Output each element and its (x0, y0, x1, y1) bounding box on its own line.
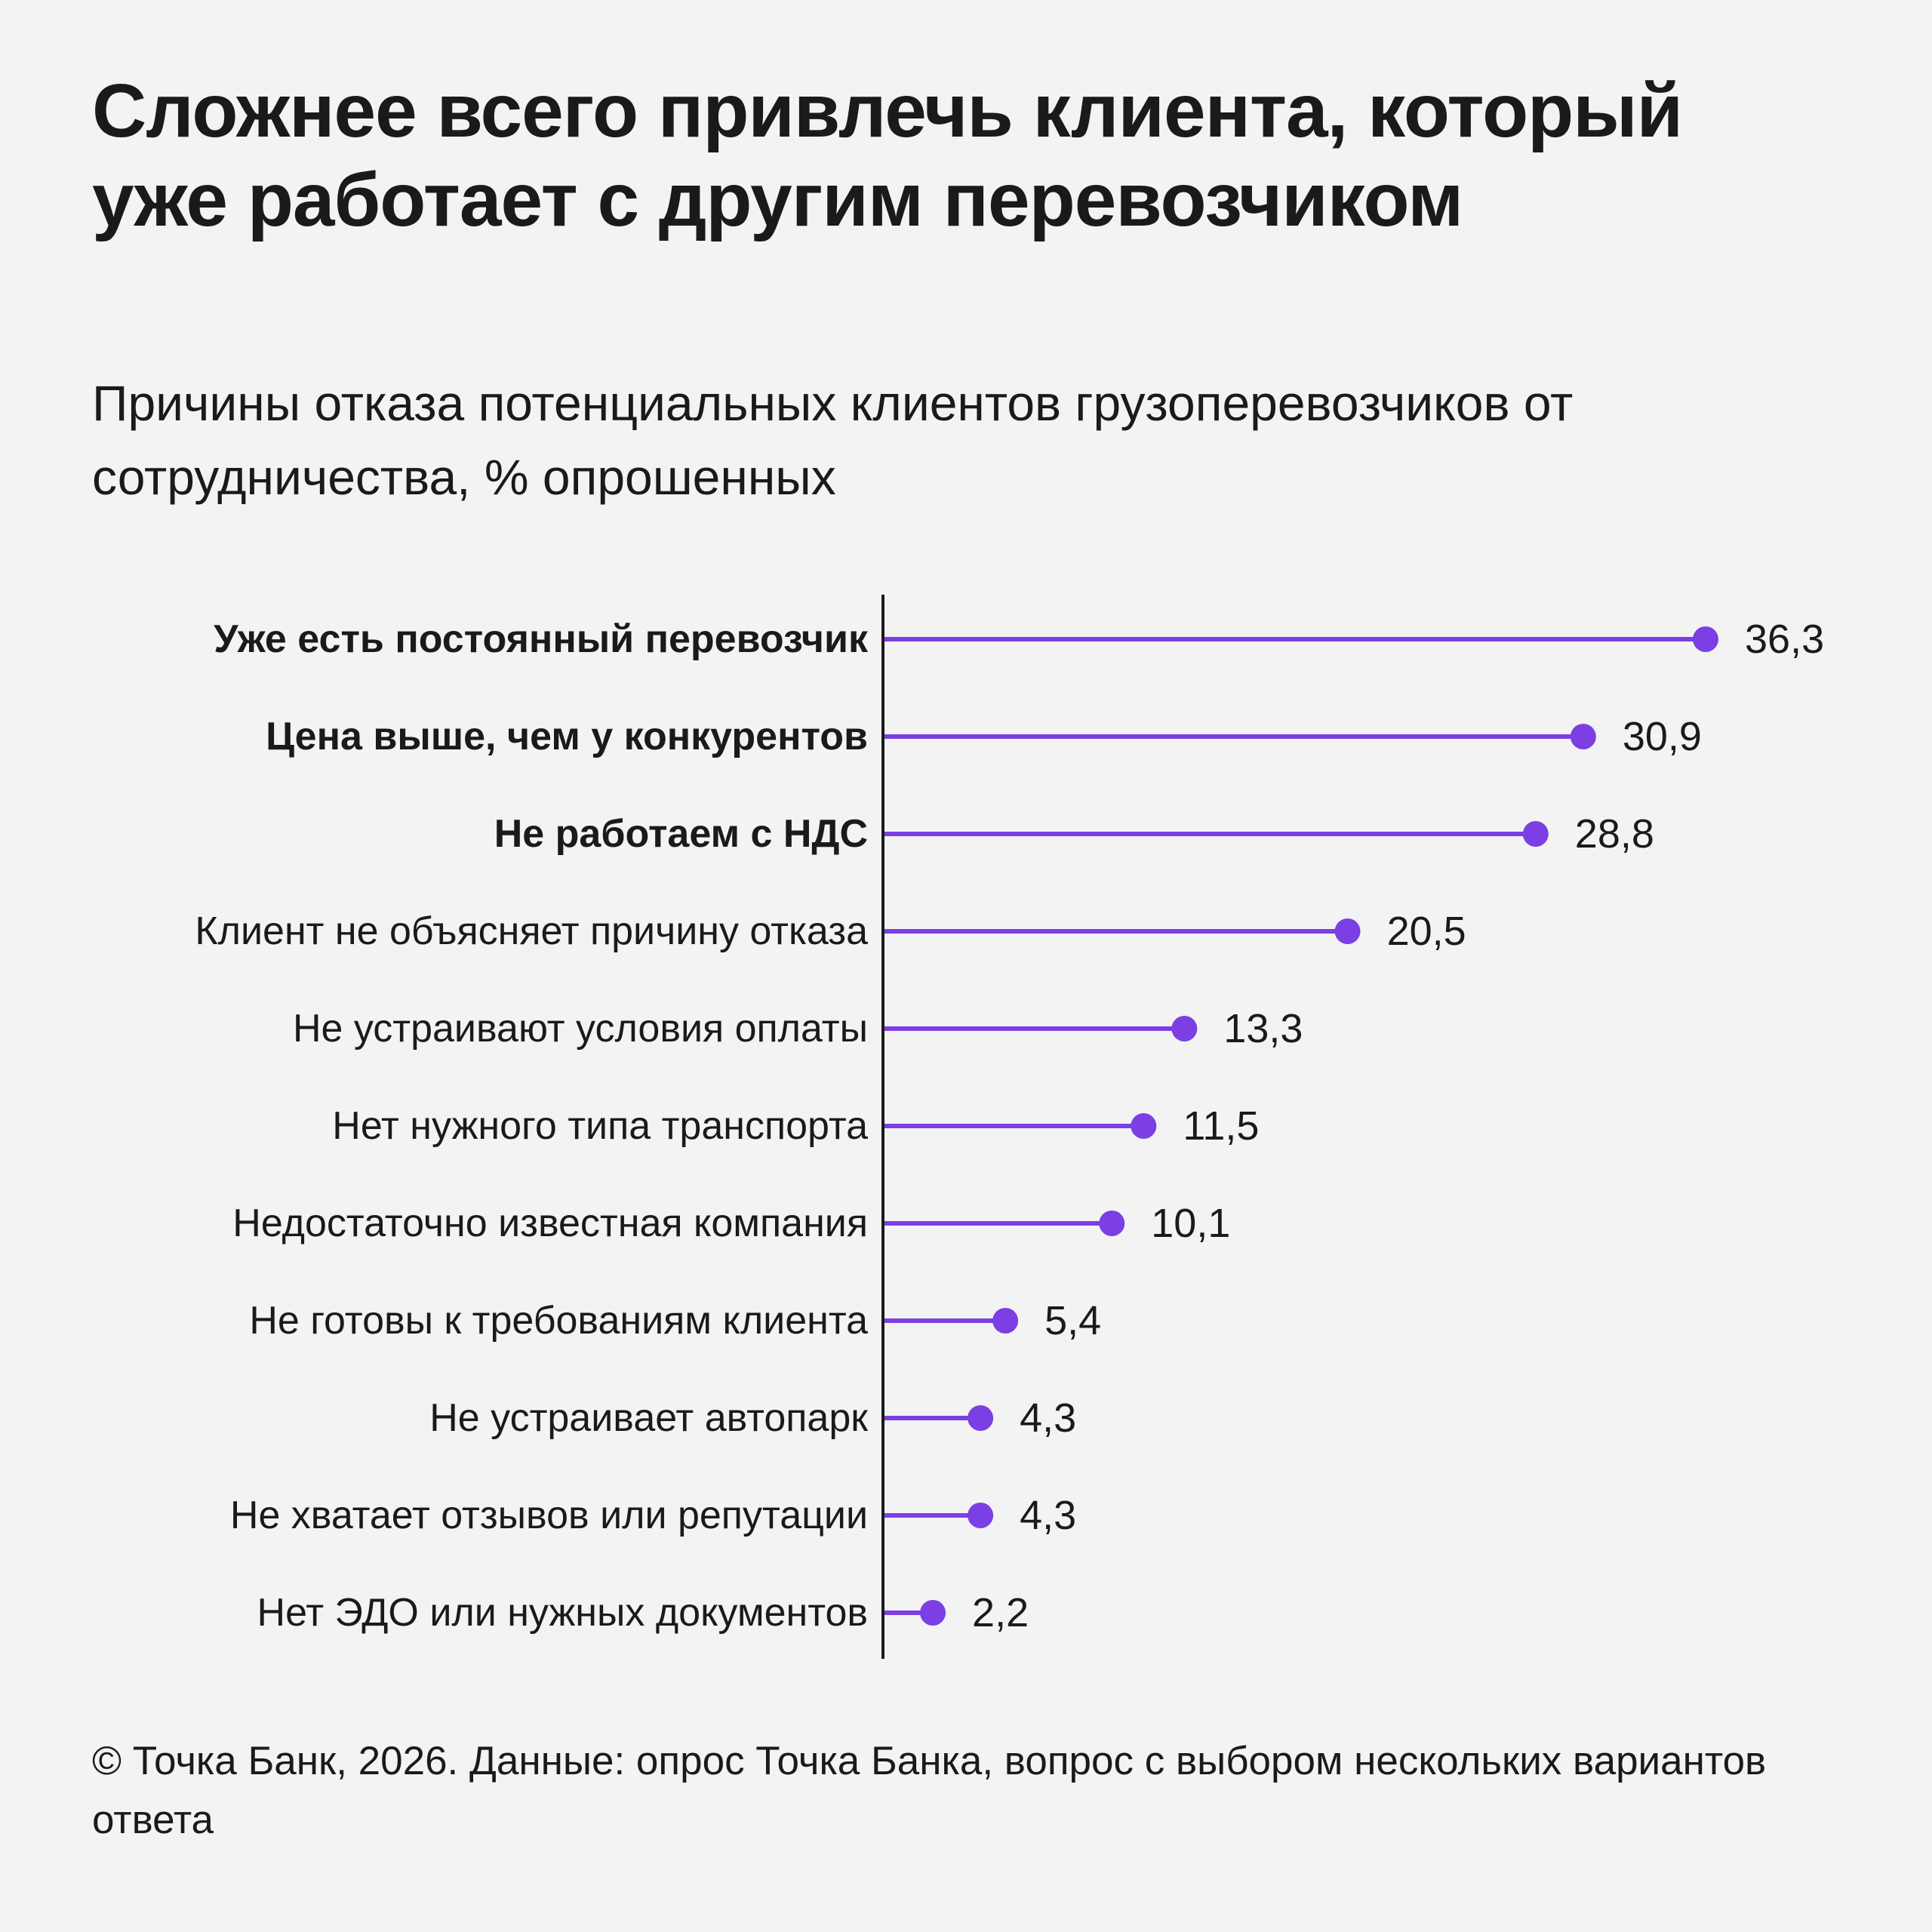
value-label: 11,5 (1183, 1103, 1259, 1149)
value-label: 4,3 (1020, 1395, 1076, 1441)
category-label: Не хватает отзывов или репутации (230, 1494, 868, 1537)
category-label: Цена выше, чем у конкурентов (266, 715, 868, 758)
value-label: 20,5 (1387, 909, 1466, 954)
category-label: Нет нужного типа транспорта (332, 1104, 868, 1148)
category-label: Клиент не объясняет причину отказа (195, 909, 868, 953)
chart-title: Сложнее всего привлечь клиента, который … (92, 69, 1683, 242)
lollipop-dot (920, 1600, 946, 1626)
value-label: 4,3 (1020, 1493, 1076, 1538)
lollipop-dot (1131, 1113, 1157, 1139)
lollipop-dot (968, 1503, 994, 1528)
category-label: Не устраивают условия оплаты (293, 1007, 868, 1051)
lollipop-dot (1334, 918, 1361, 944)
chart-subtitle: Причины отказа потенциальных клиентов гр… (92, 375, 1574, 505)
category-label: Не устраивает автопарк (429, 1396, 868, 1440)
lollipop-dot (1171, 1016, 1198, 1041)
chart-rows: Уже есть постоянный перевозчик 36,3 Цена в… (195, 617, 1824, 1635)
category-label: Не готовы к требованиям клиента (249, 1299, 868, 1343)
lollipop-dot (992, 1308, 1019, 1334)
value-label: 13,3 (1223, 1006, 1303, 1051)
category-label: Нет ЭДО или нужных документов (257, 1591, 868, 1635)
value-label: 2,2 (972, 1590, 1029, 1635)
category-label: Уже есть постоянный перевозчик (214, 617, 869, 661)
lollipop-dot (1693, 626, 1718, 652)
value-label: 36,3 (1745, 617, 1824, 662)
lollipop-dot (1099, 1211, 1125, 1236)
value-label: 10,1 (1151, 1201, 1230, 1246)
lollipop-dot (1570, 724, 1596, 749)
category-label: Не работаем с НДС (494, 812, 868, 856)
lollipop-dot (968, 1405, 994, 1431)
category-label: Недостаточно известная компания (232, 1201, 868, 1245)
value-label: 30,9 (1623, 714, 1702, 759)
lollipop-dot (1522, 821, 1549, 847)
value-label: 5,4 (1044, 1298, 1101, 1343)
lollipop-chart: Уже есть постоянный перевозчик 36,3 Цена в… (195, 595, 1824, 1659)
value-label: 28,8 (1575, 811, 1654, 857)
source-note: © Точка Банк, 2026. Данные: опрос Точка … (92, 1739, 1767, 1842)
